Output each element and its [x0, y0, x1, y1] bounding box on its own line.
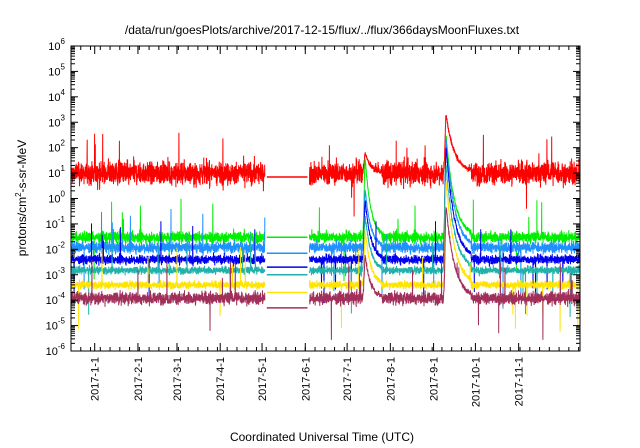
- y-tick-label: 10-4: [46, 291, 66, 307]
- y-tick-label: 10-1: [46, 215, 66, 231]
- series-4-segment-a: [70, 221, 266, 303]
- y-tick-label: 100: [48, 190, 65, 206]
- series-7-segment-a: [70, 259, 266, 331]
- x-tick-label: 2017-7-1: [342, 357, 354, 401]
- y-tick-label: 10-2: [46, 240, 66, 256]
- y-tick-label: 104: [48, 88, 65, 104]
- y-tick-exp: -6: [58, 342, 66, 351]
- series-7: [70, 206, 581, 340]
- y-axis-label-rest: -s-sr-MeV: [15, 140, 29, 193]
- y-tick-exp: 4: [61, 88, 66, 97]
- series-1: [70, 115, 581, 217]
- y-tick-base: 10: [46, 270, 58, 282]
- y-tick-label: 102: [48, 139, 65, 155]
- series-1-segment-b: [309, 115, 581, 217]
- x-tick-label: 2017-2-1: [133, 357, 145, 401]
- series-1-segment-a: [70, 132, 266, 192]
- x-tick-label: 2017-5-1: [257, 357, 269, 401]
- y-tick-exp: -3: [58, 266, 66, 275]
- y-tick-exp: 1: [61, 164, 66, 173]
- x-tick-label: 2017-6-1: [300, 357, 312, 401]
- y-tick-label: 10-3: [46, 266, 66, 282]
- y-tick-base: 10: [46, 244, 58, 256]
- y-tick-exp: -1: [58, 215, 66, 224]
- y-tick-base: 10: [46, 219, 58, 231]
- series-layer: [70, 115, 581, 340]
- y-tick-base: 10: [48, 143, 60, 155]
- y-tick-exp: 3: [61, 113, 66, 122]
- y-tick-exp: 2: [61, 139, 66, 148]
- y-axis-label-sup: 2: [14, 192, 23, 197]
- y-tick-exp: 0: [61, 190, 66, 199]
- y-tick-label: 105: [48, 62, 65, 78]
- y-tick-exp: -5: [58, 317, 66, 326]
- x-axis-label: Coordinated Universal Time (UTC): [230, 430, 414, 444]
- y-tick-base: 10: [48, 117, 60, 129]
- y-tick-label: 10-5: [46, 317, 66, 333]
- x-tick-label: 2017-1-1: [90, 357, 102, 401]
- y-tick-base: 10: [48, 194, 60, 206]
- y-tick-base: 10: [48, 66, 60, 78]
- y-tick-base: 10: [46, 346, 58, 358]
- plot-frame: [70, 45, 581, 352]
- series-7-segment-b: [309, 206, 581, 340]
- x-tick-label: 2017-3-1: [172, 357, 184, 401]
- y-axis-label: protons/cm2-s-sr-MeV: [14, 140, 29, 256]
- x-tick-label: 2017-4-1: [215, 357, 227, 401]
- x-tick-label: 2017-9-1: [429, 357, 441, 401]
- series-6-segment-a: [70, 246, 266, 330]
- y-tick-base: 10: [46, 295, 58, 307]
- y-tick-label: 106: [48, 37, 65, 53]
- y-tick-base: 10: [48, 168, 60, 180]
- y-axis-label-main: protons/cm: [15, 197, 29, 256]
- y-tick-exp: -2: [58, 240, 66, 249]
- y-tick-exp: 5: [61, 62, 66, 71]
- ticks-layer: 10-610-510-410-310-210-11001011021031041…: [46, 37, 580, 407]
- chart-title: /data/run/goesPlots/archive/2017-12-15/f…: [125, 23, 520, 37]
- y-tick-base: 10: [48, 92, 60, 104]
- x-tick-label: 2017-8-1: [385, 357, 397, 401]
- y-tick-exp: 6: [61, 37, 66, 46]
- y-tick-label: 101: [48, 164, 65, 180]
- y-tick-base: 10: [48, 41, 60, 53]
- y-tick-exp: -4: [58, 291, 66, 300]
- x-tick-label: 2017-10-1: [470, 357, 482, 407]
- x-tick-label: 2017-11-1: [514, 357, 526, 406]
- y-tick-label: 10-6: [46, 342, 66, 358]
- y-tick-label: 103: [48, 113, 65, 129]
- y-tick-base: 10: [46, 321, 58, 333]
